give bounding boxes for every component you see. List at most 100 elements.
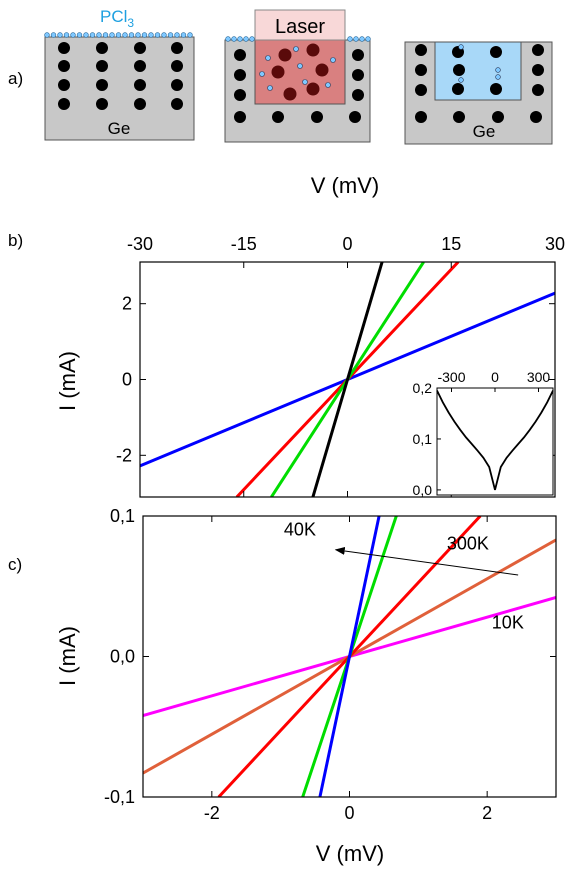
ge-atom — [352, 89, 364, 101]
panel-c-chart: c) V (mV) I (mA) -2 0 2 -0,1 0,0 0,1 40K 300K 10… — [8, 506, 557, 866]
panel-c-label: c) — [8, 555, 22, 574]
precursor-dot — [57, 32, 63, 38]
precursor-dot — [89, 32, 96, 38]
ge-atom — [452, 83, 464, 95]
dopant-dot — [302, 79, 308, 85]
ge-atom — [415, 84, 427, 96]
doped-region — [434, 41, 522, 101]
ge-atom — [532, 44, 544, 56]
ge-atom — [234, 49, 246, 61]
ge-atom — [272, 111, 284, 123]
precursor-dot — [249, 36, 255, 42]
precursor-dot — [122, 32, 128, 38]
panel-b-inset: -300 0 300 0,0 0,1 0,2 — [413, 369, 554, 498]
panel-b-x-axis-label: V (mV) — [311, 173, 379, 198]
laser-label-box — [254, 9, 346, 41]
ge-atom — [134, 42, 146, 54]
y-tick-label: 2 — [122, 294, 132, 314]
precursor-dot — [161, 32, 167, 38]
ge-atom — [171, 79, 183, 91]
panel-c-x-axis-label: V (mV) — [316, 841, 384, 866]
panel-b-y-axis-label: I (mA) — [55, 351, 80, 411]
ge-atom — [96, 79, 108, 91]
precursor-dot — [76, 32, 83, 38]
dopant-dot — [297, 63, 303, 69]
temperature-annotation: 40K — [284, 520, 316, 540]
dopant-dot — [458, 44, 464, 50]
x-tick-label: -15 — [231, 234, 257, 254]
ge-atom — [134, 79, 146, 91]
substrate-laser: Laser — [224, 9, 371, 143]
ge-atom — [234, 69, 246, 81]
ge-atom — [96, 60, 108, 72]
ge-atom — [349, 111, 361, 123]
ge-atom — [532, 64, 544, 76]
precursor-dot — [237, 36, 243, 42]
molten-ge-atom — [278, 48, 292, 62]
panel-c-y-axis-label: I (mA) — [55, 626, 80, 686]
molten-ge-atom — [306, 82, 320, 96]
precursor-dot — [167, 32, 174, 38]
inset-y-tick-label: 0,2 — [413, 380, 433, 396]
substrate-pristine: PCl3 Ge — [44, 7, 195, 141]
precursor-dot — [135, 32, 141, 38]
dopant-dot — [293, 46, 299, 52]
ge-atom — [234, 111, 246, 123]
ge-atom — [490, 83, 502, 95]
ge-atoms-left — [58, 42, 183, 110]
x-tick-label: 15 — [441, 234, 461, 254]
ge-atom — [171, 60, 183, 72]
precursor-dot — [109, 32, 115, 38]
precursor-dot — [70, 32, 76, 38]
ge-atom — [453, 111, 465, 123]
precursor-dot — [174, 32, 180, 38]
ge-atom — [352, 69, 364, 81]
precursor-label: PCl3 — [100, 7, 134, 30]
ge-atom — [58, 98, 70, 110]
precursor-dot — [347, 36, 353, 42]
ge-atom — [134, 60, 146, 72]
ge-atom — [415, 64, 427, 76]
inset-x-tick-label: 300 — [527, 369, 551, 385]
ge-atom — [453, 64, 465, 76]
x-tick-label: 2 — [482, 803, 492, 823]
substrate-label-right: Ge — [473, 122, 496, 141]
precursor-dot — [180, 32, 187, 38]
precursor-dot — [365, 36, 371, 42]
temperature-trend-arrow — [334, 546, 519, 576]
precursor-dot — [96, 32, 102, 38]
precursor-dots-left — [44, 32, 193, 38]
precursor-dot — [63, 32, 70, 38]
inset-y-tick-label: 0,0 — [413, 482, 433, 498]
y-tick-label: 0 — [122, 370, 132, 390]
x-tick-label: -2 — [204, 803, 220, 823]
panel-b-label: b) — [8, 231, 23, 250]
precursor-dot — [353, 36, 359, 42]
molten-ge-atom — [271, 65, 285, 79]
ge-atom — [58, 79, 70, 91]
precursor-dot — [50, 32, 57, 38]
precursor-dot — [243, 36, 249, 42]
dopant-dot — [265, 55, 271, 61]
temperature-annotation: 10K — [492, 612, 524, 632]
panel-c-plot-area: -2 0 2 -0,1 0,0 0,1 40K 300K 10K — [104, 506, 557, 823]
precursor-dot — [102, 32, 109, 38]
dopant-dot — [259, 71, 265, 77]
ge-atom — [58, 42, 70, 54]
y-tick-label: -2 — [116, 445, 132, 465]
precursor-dot — [115, 32, 122, 38]
precursor-dot — [359, 36, 365, 42]
dopant-dot — [495, 67, 501, 73]
dopant-dot — [267, 85, 273, 91]
ge-atom — [415, 44, 427, 56]
inset-series-line — [436, 390, 554, 491]
panel-a-label: a) — [8, 69, 23, 88]
ge-atom — [530, 111, 542, 123]
dopant-dot — [325, 82, 331, 88]
series-line-4 — [318, 516, 381, 797]
precursor-dot — [83, 32, 89, 38]
laser-melt-region — [254, 39, 346, 105]
temperature-annotation: 300K — [447, 534, 489, 554]
inset-x-tick-label: 0 — [491, 369, 499, 385]
